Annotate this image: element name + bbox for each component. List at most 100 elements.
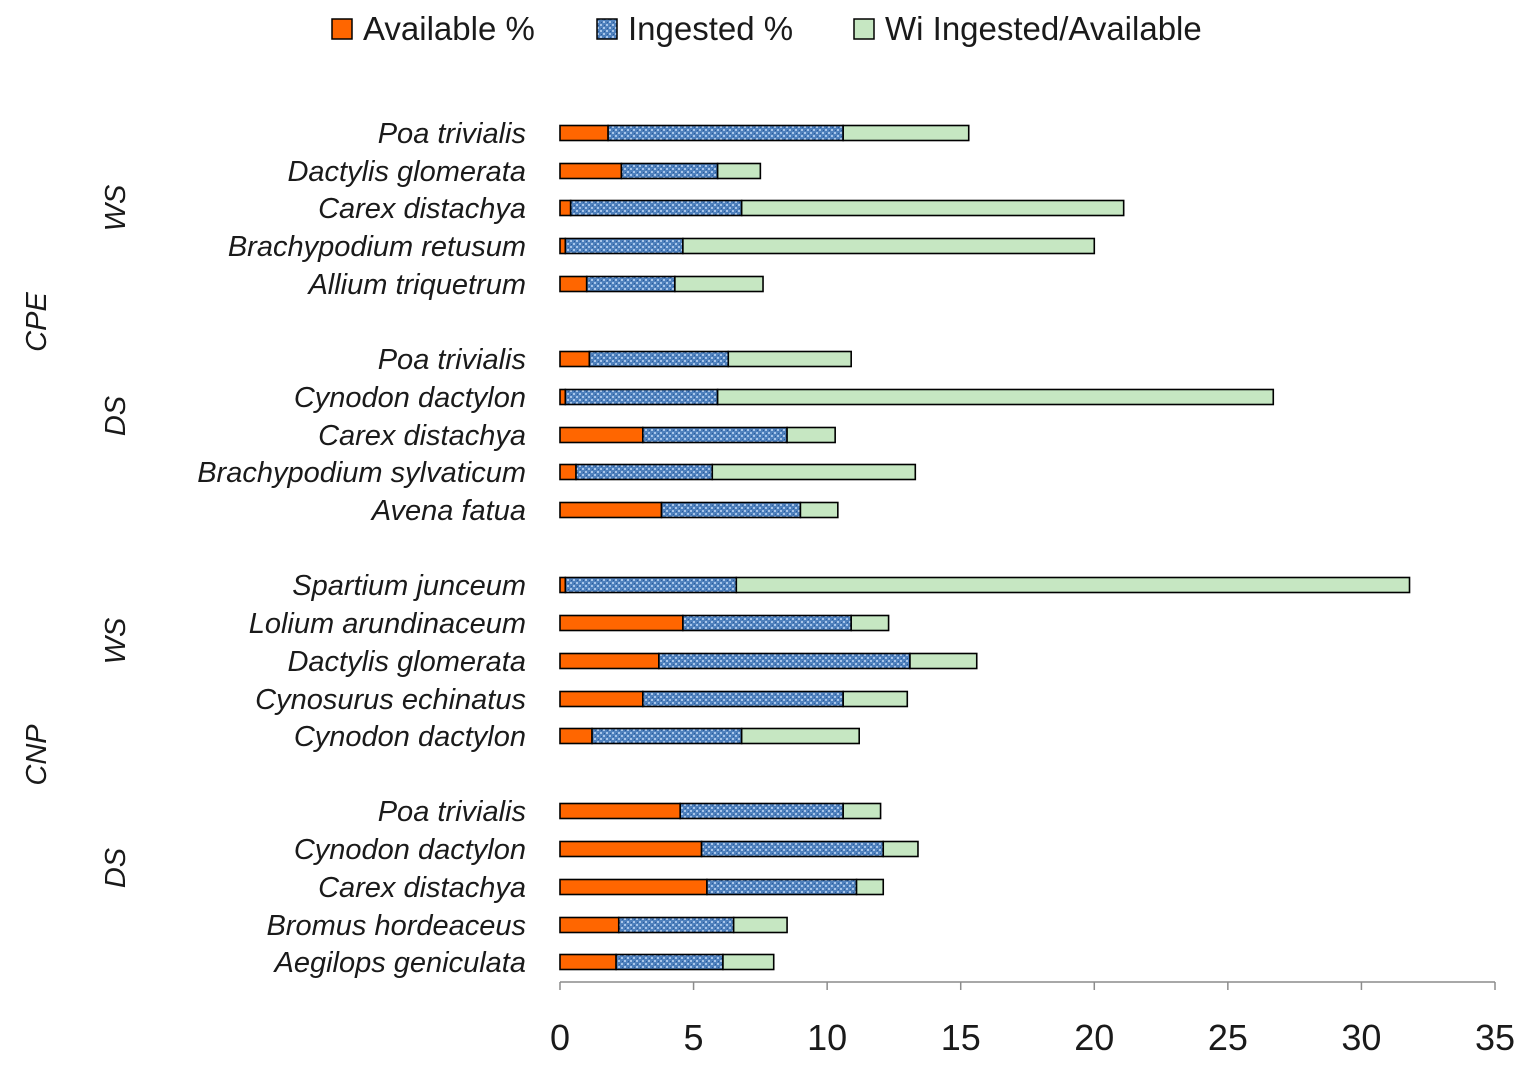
legend: Available % Ingested % Wi Ingested/Availab… bbox=[331, 10, 1202, 47]
x-axis: 0 5 10 15 20 25 30 35 bbox=[550, 981, 1515, 1058]
bar-segment-available bbox=[559, 690, 644, 708]
bar-segment-available bbox=[559, 162, 623, 180]
bar-segment-ingested bbox=[620, 162, 719, 180]
bar-segment-ingested bbox=[660, 501, 802, 519]
bar-segment-ingested bbox=[642, 426, 788, 444]
x-tick-label: 10 bbox=[807, 1017, 847, 1058]
bar-segment-ingested bbox=[607, 124, 844, 142]
season-label: DS bbox=[100, 395, 132, 436]
bar-segment-ingested bbox=[615, 953, 724, 971]
category-label: Carex distachya bbox=[318, 420, 526, 452]
bar-segment-wi bbox=[727, 350, 852, 368]
bar-segment-available bbox=[559, 614, 684, 632]
bar-segment-wi bbox=[716, 162, 762, 180]
bar-segment-available bbox=[559, 840, 703, 858]
bar-segment-wi bbox=[909, 652, 978, 670]
bar-segment-ingested bbox=[588, 350, 730, 368]
category-label: Poa trivialis bbox=[378, 118, 526, 150]
bar-segment-ingested bbox=[575, 463, 714, 481]
category-label: Carex distachya bbox=[318, 193, 526, 225]
category-label: Bromus hordeaceus bbox=[266, 910, 526, 942]
bar-segment-available bbox=[559, 463, 577, 481]
category-label: Carex distachya bbox=[318, 872, 526, 904]
x-tick-label: 30 bbox=[1341, 1017, 1381, 1058]
bar-segment-available bbox=[559, 953, 617, 971]
bar-segment-ingested bbox=[658, 652, 911, 670]
legend-swatch-available bbox=[331, 18, 353, 40]
bar-segment-wi bbox=[682, 237, 1096, 255]
category-label: Cynosurus echinatus bbox=[255, 684, 526, 716]
bar-segment-available bbox=[559, 199, 572, 217]
x-tick-label: 25 bbox=[1208, 1017, 1248, 1058]
bar-segment-wi bbox=[722, 953, 775, 971]
legend-label-available: Available % bbox=[363, 10, 535, 47]
bar-segment-available bbox=[559, 916, 620, 934]
category-label: Cynodon dactylon bbox=[294, 834, 526, 866]
site-label: CNP bbox=[21, 724, 53, 786]
category-label: Cynodon dactylon bbox=[294, 382, 526, 414]
bar-segment-wi bbox=[732, 916, 788, 934]
bar-segment-wi bbox=[842, 690, 909, 708]
category-label: Lolium arundinaceum bbox=[249, 608, 526, 640]
legend-label-wi: Wi Ingested/Available bbox=[885, 10, 1202, 47]
bar-segment-wi bbox=[850, 614, 890, 632]
category-label: Brachypodium retusum bbox=[228, 231, 526, 263]
x-tick-label: 15 bbox=[941, 1017, 981, 1058]
x-tick-label: 20 bbox=[1074, 1017, 1114, 1058]
category-label: Poa trivialis bbox=[378, 796, 526, 828]
bar-segment-available bbox=[559, 124, 609, 142]
bar-segment-available bbox=[559, 426, 644, 444]
bar-segment-wi bbox=[716, 388, 1275, 406]
category-label: Allium triquetrum bbox=[306, 269, 526, 301]
bar-segment-ingested bbox=[564, 388, 719, 406]
season-label: WS bbox=[100, 184, 132, 231]
bar-segment-available bbox=[559, 275, 588, 293]
bar-segment-wi bbox=[735, 576, 1411, 594]
bar-segment-ingested bbox=[642, 690, 844, 708]
legend-swatch-ingested bbox=[596, 18, 618, 40]
bar-segment-available bbox=[559, 878, 708, 896]
bar-segment-ingested bbox=[700, 840, 885, 858]
category-label: Dactylis glomerata bbox=[287, 156, 526, 188]
bar-segment-available bbox=[559, 576, 567, 594]
bar-segment-wi bbox=[711, 463, 917, 481]
bar-segment-wi bbox=[882, 840, 919, 858]
category-label: Spartium junceum bbox=[292, 570, 526, 602]
bar-segment-available bbox=[559, 802, 682, 820]
bar-segment-wi bbox=[786, 426, 836, 444]
bar-segment-available bbox=[559, 727, 593, 745]
x-tick-label: 35 bbox=[1475, 1017, 1515, 1058]
legend-swatch-wi bbox=[853, 18, 875, 40]
bar-segment-wi bbox=[740, 199, 1125, 217]
bar-segment-available bbox=[559, 652, 660, 670]
bar-segment-wi bbox=[855, 878, 885, 896]
bar-segment-wi bbox=[842, 802, 882, 820]
category-label: Dactylis glomerata bbox=[287, 646, 526, 678]
bar-segment-ingested bbox=[682, 614, 852, 632]
bar-segment-ingested bbox=[679, 802, 844, 820]
x-tick-label: 5 bbox=[684, 1017, 704, 1058]
season-label: WS bbox=[100, 617, 132, 664]
bar-segment-available bbox=[559, 501, 663, 519]
x-tick-label: 0 bbox=[550, 1017, 570, 1058]
bar-segment-available bbox=[559, 237, 567, 255]
bar-segment-wi bbox=[842, 124, 970, 142]
category-label: Poa trivialis bbox=[378, 344, 526, 376]
bar-segment-available bbox=[559, 350, 591, 368]
category-label: Avena fatua bbox=[370, 495, 526, 527]
bar-segment-ingested bbox=[591, 727, 743, 745]
bar-segment-wi bbox=[674, 275, 764, 293]
site-label: CPE bbox=[21, 292, 53, 352]
category-label: Brachypodium sylvaticum bbox=[197, 457, 526, 489]
season-label: DS bbox=[100, 847, 132, 888]
bar-segment-available bbox=[559, 388, 567, 406]
bar-segment-ingested bbox=[706, 878, 858, 896]
legend-label-ingested: Ingested % bbox=[628, 10, 793, 47]
bar-segment-ingested bbox=[564, 237, 684, 255]
bar-segment-wi bbox=[799, 501, 839, 519]
bar-segment-ingested bbox=[564, 576, 738, 594]
category-label: Cynodon dactylon bbox=[294, 721, 526, 753]
bar-segment-wi bbox=[740, 727, 861, 745]
plot-area: Poa trivialis Dactylis glomerata Carex dis… bbox=[21, 118, 1411, 979]
